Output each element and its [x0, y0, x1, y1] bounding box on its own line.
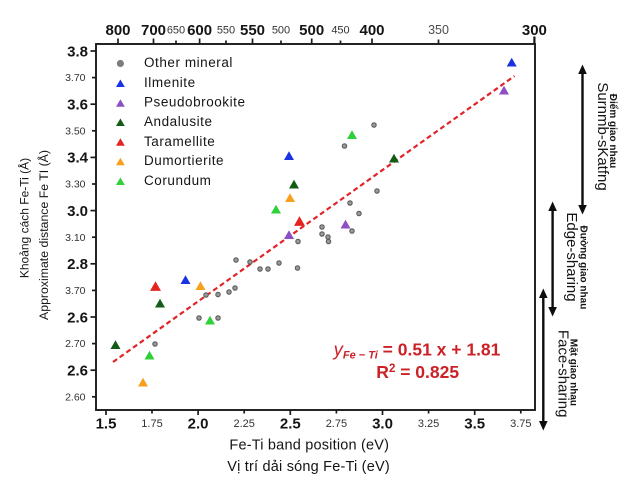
- svg-text:2.5: 2.5: [280, 416, 301, 433]
- svg-text:3.0: 3.0: [372, 416, 393, 433]
- svg-text:500: 500: [272, 25, 290, 37]
- svg-text:R2 = 0.825: R2 = 0.825: [376, 362, 459, 382]
- svg-text:2.60: 2.60: [65, 391, 86, 403]
- svg-text:300: 300: [522, 22, 547, 39]
- svg-text:Corundum: Corundum: [144, 173, 211, 188]
- svg-text:1.75: 1.75: [141, 418, 162, 430]
- svg-text:800: 800: [105, 22, 130, 39]
- svg-text:3.25: 3.25: [418, 418, 439, 430]
- svg-text:Approximate distance Fe TI (Å): Approximate distance Fe TI (Å): [36, 150, 51, 320]
- svg-text:Surnmb-sKatfng: Surnmb-sKatfng: [594, 82, 611, 190]
- svg-text:450: 450: [331, 25, 349, 37]
- svg-text:Taramellite: Taramellite: [144, 134, 215, 149]
- svg-text:350: 350: [428, 23, 449, 37]
- svg-text:3.50: 3.50: [65, 125, 86, 137]
- svg-text:2.0: 2.0: [188, 416, 209, 433]
- svg-text:500: 500: [299, 22, 324, 39]
- svg-text:3.70: 3.70: [65, 72, 86, 84]
- svg-text:Khoảng cách Fe-Ti (Å): Khoảng cách Fe-Ti (Å): [17, 158, 32, 278]
- svg-text:Andalusite: Andalusite: [144, 114, 213, 129]
- svg-text:700: 700: [141, 22, 166, 39]
- svg-text:Pseudobrookite: Pseudobrookite: [144, 95, 246, 110]
- svg-text:2.75: 2.75: [326, 418, 347, 430]
- svg-text:2.6: 2.6: [67, 309, 88, 326]
- svg-text:650: 650: [167, 25, 185, 37]
- svg-text:3.70: 3.70: [65, 285, 86, 297]
- svg-text:3.5: 3.5: [464, 416, 485, 433]
- svg-text:Face-sharing: Face-sharing: [554, 330, 571, 418]
- svg-text:3.75: 3.75: [510, 418, 531, 430]
- svg-text:Other mineral: Other mineral: [144, 55, 233, 70]
- svg-text:Edge-sharing: Edge-sharing: [563, 212, 580, 301]
- svg-text:Vị trí dải sóng Fe-Ti (eV): Vị trí dải sóng Fe-Ti (eV): [227, 459, 390, 475]
- svg-text:Fe-Ti band position (eV): Fe-Ti band position (eV): [229, 438, 389, 454]
- svg-text:550: 550: [240, 22, 265, 39]
- svg-text:3.4: 3.4: [67, 150, 89, 167]
- svg-text:600: 600: [187, 22, 212, 39]
- svg-text:2.8: 2.8: [67, 256, 88, 273]
- svg-text:2.6: 2.6: [67, 363, 88, 380]
- svg-text:3.6: 3.6: [67, 97, 88, 114]
- svg-text:3.8: 3.8: [67, 43, 88, 60]
- svg-text:Ilmenite: Ilmenite: [144, 75, 196, 90]
- svg-text:1.5: 1.5: [96, 416, 117, 433]
- svg-text:Đường giao nhau: Đường giao nhau: [578, 226, 589, 310]
- svg-text:2.25: 2.25: [233, 418, 254, 430]
- svg-text:3.10: 3.10: [65, 232, 86, 244]
- svg-text:Mặt giao nhau: Mặt giao nhau: [567, 339, 578, 406]
- svg-text:Dumortierite: Dumortierite: [144, 153, 224, 168]
- svg-text:Điểm giao nhau: Điểm giao nhau: [607, 94, 619, 168]
- svg-text:400: 400: [359, 22, 384, 39]
- svg-text:550: 550: [217, 25, 235, 37]
- svg-text:3.30: 3.30: [65, 179, 86, 191]
- svg-text:2.70: 2.70: [65, 338, 86, 350]
- svg-text:yFe − Ti = 0.51 x + 1.81: yFe − Ti = 0.51 x + 1.81: [332, 339, 501, 362]
- svg-text:3.0: 3.0: [67, 203, 88, 220]
